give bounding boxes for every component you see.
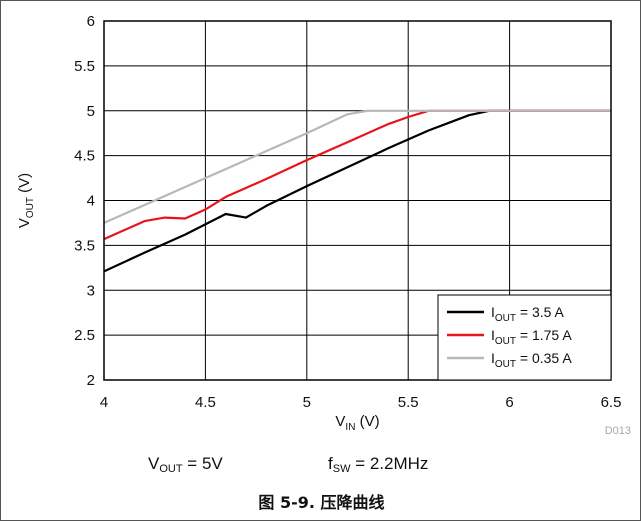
y-axis-title: VOUT (V)	[16, 173, 36, 228]
dropout-chart: 4 4.5 5 5.5 6 6.5 2 2.5 3 3.5 4 4.5 5 5.5 6 VIN (V) VO…	[16, 13, 631, 437]
legend-label-1: IOUT = 1.75 A	[491, 327, 572, 347]
series-line-0	[103, 109, 611, 273]
y-tick-label: 4	[87, 193, 95, 210]
y-tick-label: 4.5	[74, 148, 95, 165]
y-tick-label: 3	[87, 282, 95, 299]
y-tick-label: 5	[87, 103, 95, 120]
chart-id: D013	[605, 425, 631, 437]
legend-label-0: IOUT = 3.5 A	[491, 304, 565, 324]
y-tick-label: 6	[87, 13, 95, 30]
fsw-condition: fSW = 2.2MHz	[328, 454, 429, 475]
x-tick-label: 6.5	[601, 394, 622, 411]
x-axis-title: VIN (V)	[335, 413, 379, 433]
legend-box	[437, 294, 612, 381]
legend-label-2: IOUT = 0.35 A	[491, 350, 572, 370]
y-tick-label: 3.5	[74, 237, 95, 254]
y-tick-label: 2.5	[74, 327, 95, 344]
y-tick-label: 2	[87, 372, 95, 389]
x-tick-label: 4	[100, 394, 108, 411]
x-tick-label: 6	[505, 394, 513, 411]
vout-condition: VOUT = 5V	[148, 454, 223, 475]
figure-caption: 图 5-9. 压降曲线	[258, 493, 385, 512]
x-tick-label: 5.5	[398, 394, 419, 411]
test-conditions: VOUT = 5V fSW = 2.2MHz	[1, 454, 641, 478]
y-tick-label: 5.5	[74, 58, 95, 75]
series-line-2	[103, 109, 611, 224]
tick-labels: 4 4.5 5 5.5 6 6.5 2 2.5 3 3.5 4 4.5 5 5.5 6	[74, 13, 621, 411]
x-tick-label: 5	[303, 394, 311, 411]
x-tick-label: 4.5	[195, 394, 216, 411]
series-line-1	[103, 109, 611, 241]
plot-border	[103, 20, 612, 381]
series-lines	[103, 109, 611, 273]
legend: IOUT = 3.5 A IOUT = 1.75 A IOUT = 0.35 A	[437, 294, 612, 381]
